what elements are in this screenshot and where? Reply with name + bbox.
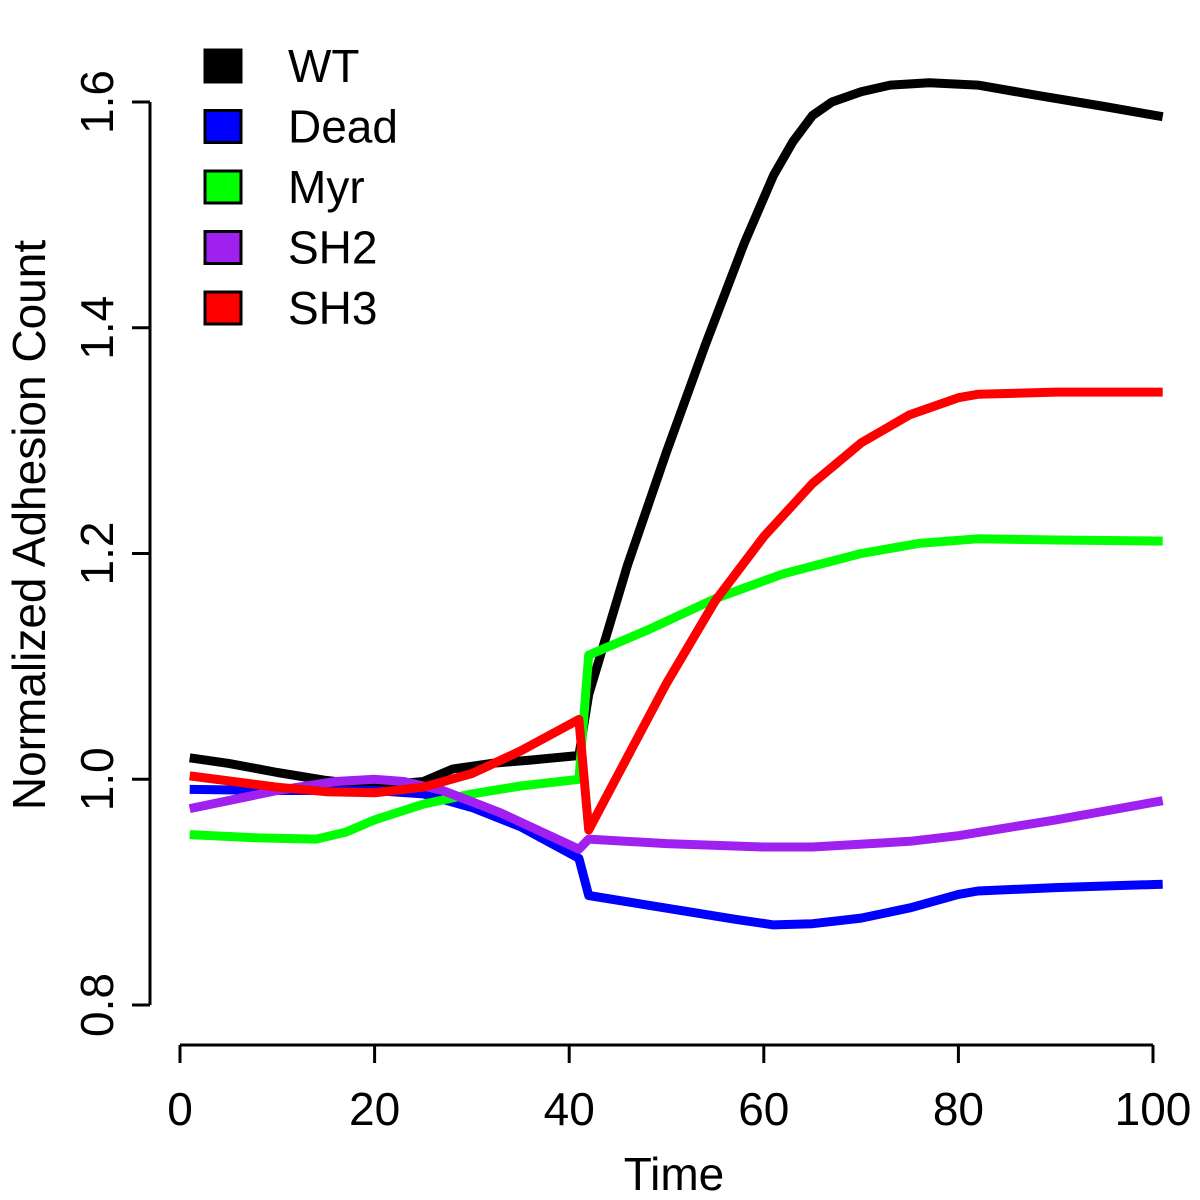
y-tick-label: 1.6 <box>71 70 123 134</box>
legend-label-wt: WT <box>288 40 360 92</box>
y-tick-label: 1.4 <box>71 296 123 360</box>
y-tick-label: 1.0 <box>71 747 123 811</box>
x-axis-title: Time <box>624 1148 725 1200</box>
y-axis-title: Normalized Adhesion Count <box>3 240 55 810</box>
series-line-sh3 <box>189 387 1163 835</box>
legend-label-sh2: SH2 <box>288 222 377 274</box>
legend-swatch-sh2 <box>203 230 243 265</box>
x-tick-label: 20 <box>349 1083 400 1135</box>
y-tick-label: 1.2 <box>71 522 123 586</box>
series-line-dead <box>189 784 1163 930</box>
series-line-sh2 <box>188 774 1164 854</box>
legend: WT Dead Myr SH2 SH3 <box>203 40 398 334</box>
y-tick-label: 0.8 <box>71 973 123 1037</box>
legend-label-sh3: SH3 <box>288 282 377 334</box>
legend-swatch-dead <box>203 109 243 144</box>
series-line-myr <box>189 534 1163 844</box>
legend-label-myr: Myr <box>288 161 365 213</box>
series-line-wt <box>189 78 1164 791</box>
x-tick-label: 40 <box>544 1083 595 1135</box>
y-axis: 0.8 1.0 1.2 1.4 1.6 <box>71 70 152 1037</box>
legend-label-dead: Dead <box>288 101 398 153</box>
x-axis: 0 20 40 60 80 100 <box>167 1043 1192 1135</box>
x-tick-label: 100 <box>1115 1083 1192 1135</box>
legend-swatch-wt <box>203 48 243 84</box>
legend-swatch-myr <box>203 169 243 205</box>
x-tick-label: 60 <box>738 1083 789 1135</box>
x-tick-label: 80 <box>933 1083 984 1135</box>
x-tick-label: 0 <box>167 1083 193 1135</box>
plot-lines <box>188 78 1164 930</box>
legend-swatch-sh3 <box>203 290 243 326</box>
